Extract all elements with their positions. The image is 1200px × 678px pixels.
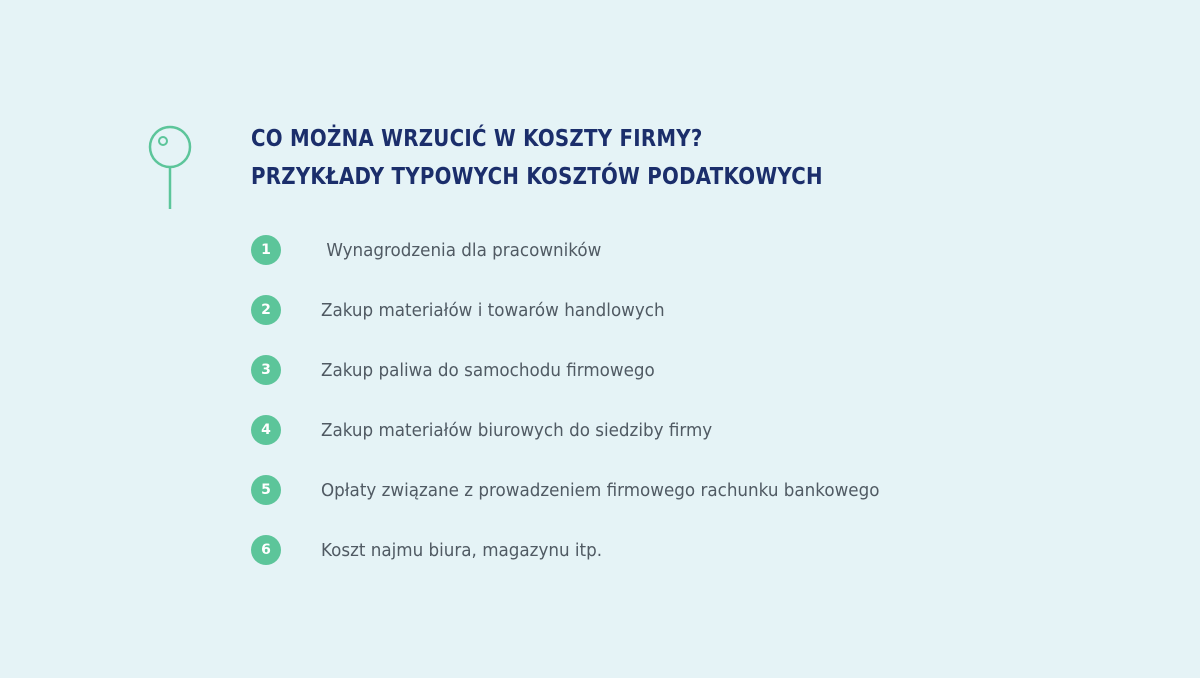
number-badge: 5 [251, 475, 281, 505]
item-label: Wynagrodzenia dla pracowników [321, 239, 602, 261]
title-line-1: CO MOŻNA WRZUCIĆ W KOSZTY FIRMY? [251, 126, 703, 152]
item-label: Opłaty związane z prowadzeniem firmowego… [321, 479, 880, 501]
list-item: 6 Koszt najmu biura, magazynu itp. [251, 535, 602, 565]
number-badge: 6 [251, 535, 281, 565]
item-label: Zakup paliwa do samochodu firmowego [321, 359, 655, 381]
list-item: 5 Opłaty związane z prowadzeniem firmowe… [251, 475, 879, 505]
number-badge: 2 [251, 295, 281, 325]
page-title: CO MOŻNA WRZUCIĆ W KOSZTY FIRMY? PRZYKŁA… [251, 120, 823, 196]
item-label: Zakup materiałów i towarów handlowych [321, 299, 665, 321]
title-line-2: PRZYKŁADY TYPOWYCH KOSZTÓW PODATKOWYCH [251, 164, 823, 190]
number-badge: 4 [251, 415, 281, 445]
list-item: 2 Zakup materiałów i towarów handlowych [251, 295, 665, 325]
list-item: 4 Zakup materiałów biurowych do siedziby… [251, 415, 712, 445]
list-item: 1 Wynagrodzenia dla pracowników [251, 235, 601, 265]
item-label: Koszt najmu biura, magazynu itp. [321, 539, 603, 561]
list-item: 3 Zakup paliwa do samochodu firmowego [251, 355, 655, 385]
number-badge: 3 [251, 355, 281, 385]
pin-icon [145, 122, 195, 216]
item-label: Zakup materiałów biurowych do siedziby f… [321, 419, 713, 441]
number-badge: 1 [251, 235, 281, 265]
